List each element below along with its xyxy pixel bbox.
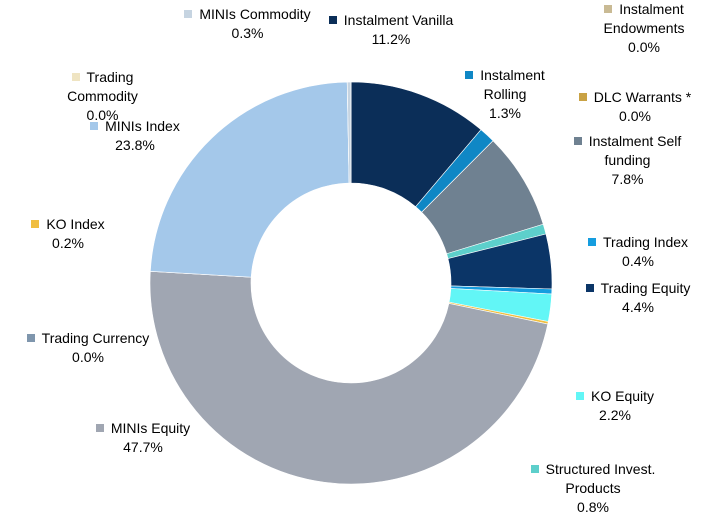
legend-label: DLC Warrants * 0.0%	[560, 88, 710, 126]
label-name: MINIs Index	[105, 118, 180, 134]
label-percent: 0.3%	[231, 25, 264, 41]
label-name: Structured Invest. Products	[545, 461, 656, 496]
legend-marker	[465, 71, 474, 79]
label-percent: 47.7%	[123, 439, 163, 455]
label-percent: 0.8%	[577, 499, 609, 515]
legend-marker	[71, 73, 80, 81]
legend-marker	[90, 122, 99, 130]
legend-label: Trading Commodity 0.0%	[35, 68, 170, 125]
label-name: Instalment Vanilla	[343, 12, 454, 28]
legend-marker	[31, 220, 40, 228]
label-name: Trading Index	[602, 234, 689, 250]
label-name: MINIs Equity	[110, 420, 191, 436]
donut-segment	[150, 81, 350, 278]
label-percent: 1.3%	[489, 105, 521, 121]
legend-label: KO Equity 2.2%	[560, 387, 670, 425]
label-name: Instalment Rolling	[480, 67, 545, 102]
label-percent: 4.4%	[622, 299, 654, 315]
legend-label: Trading Currency 0.0%	[8, 329, 168, 367]
legend-marker	[530, 465, 539, 473]
label-name: KO Equity	[590, 388, 655, 404]
legend-marker	[328, 16, 337, 24]
legend-label: Structured Invest. Products 0.8%	[518, 460, 668, 517]
legend-label: Instalment Rolling 1.3%	[455, 66, 555, 123]
legend-label: Trading Equity 4.4%	[568, 279, 708, 317]
legend-label: MINIs Equity 47.7%	[78, 419, 208, 457]
label-percent: 0.0%	[86, 107, 119, 123]
label-name: Trading Equity	[600, 280, 691, 296]
label-percent: 7.8%	[611, 171, 644, 187]
label-percent: 0.2%	[52, 235, 84, 251]
legend-marker	[578, 93, 587, 101]
legend-marker	[95, 424, 104, 432]
label-name: Trading Currency	[41, 330, 150, 346]
legend-marker	[184, 10, 193, 18]
legend-marker	[575, 392, 584, 400]
legend-marker	[604, 5, 613, 13]
label-name: DLC Warrants *	[593, 89, 692, 105]
label-percent: 0.0%	[619, 108, 651, 124]
donut-segment	[149, 271, 549, 485]
legend-label: Trading Index 0.4%	[568, 233, 708, 271]
legend-label: MINIs Commodity 0.3%	[180, 5, 315, 43]
label-percent: 11.2%	[371, 31, 411, 47]
label-name: Trading Commodity	[67, 69, 138, 104]
label-percent: 23.8%	[115, 137, 155, 153]
label-percent: 0.0%	[72, 349, 104, 365]
legend-label: KO Index 0.2%	[18, 215, 118, 253]
label-percent: 2.2%	[599, 407, 631, 423]
label-name: Instalment Self funding	[588, 133, 682, 168]
legend-label: Instalment Self funding 7.8%	[560, 132, 695, 189]
legend-marker	[585, 284, 594, 292]
legend-marker	[573, 137, 582, 145]
legend-label: Instalment Vanilla 11.2%	[326, 11, 456, 49]
label-percent: 0.4%	[622, 253, 654, 269]
label-name: Instalment Endowments	[603, 1, 685, 36]
label-name: MINIs Commodity	[199, 6, 311, 22]
label-name: KO Index	[46, 216, 105, 232]
legend-marker	[26, 334, 35, 342]
legend-marker	[587, 238, 596, 246]
legend-label: Instalment Endowments 0.0%	[577, 0, 711, 57]
legend-label: MINIs Index 23.8%	[60, 117, 210, 155]
label-percent: 0.0%	[628, 39, 660, 55]
